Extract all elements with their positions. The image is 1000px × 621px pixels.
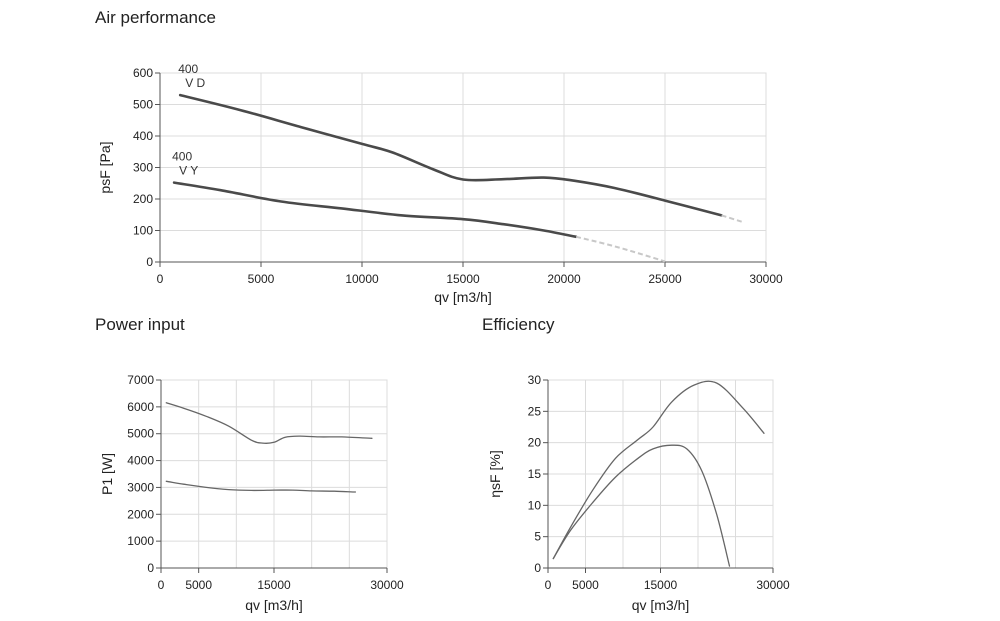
- x-axis-label: qv [m3/h]: [434, 289, 492, 305]
- chart-air: 0 100 200 300 400 500 600 0 5000 10000 15000 20000 2…: [97, 62, 783, 305]
- x-tick-label: 15000: [446, 272, 480, 286]
- y-tick-label: 100: [133, 224, 153, 238]
- x-tick-label: 0: [158, 578, 165, 592]
- y-tick-label: 600: [133, 66, 153, 80]
- x-tick-label: 30000: [370, 578, 404, 592]
- x-tick-label: 5000: [185, 578, 212, 592]
- series-line: [552, 380, 765, 560]
- y-tick-label: 7000: [127, 373, 154, 387]
- x-tick-label: 25000: [648, 272, 682, 286]
- y-tick-label: 25: [528, 404, 542, 418]
- x-tick-label: 15000: [257, 578, 291, 592]
- chart-power: 0 1000 2000 3000 4000 5000 6000 7000 0 5000 15000 3…: [99, 373, 404, 613]
- x-tick-label: 10000: [345, 272, 379, 286]
- y-tick-label: 1000: [127, 534, 154, 548]
- x-tick-label: 5000: [248, 272, 275, 286]
- y-axis-label: P1 [W]: [99, 453, 115, 495]
- y-tick-label: 5000: [127, 427, 154, 441]
- y-tick-label: 4000: [127, 454, 154, 468]
- y-tick-label: 200: [133, 192, 153, 206]
- y-axis-label: ηsF [%]: [487, 450, 503, 497]
- series-extension-dashed: [721, 214, 743, 223]
- x-tick-label: 15000: [644, 578, 678, 592]
- series-line: [165, 480, 357, 493]
- series-extension-dashed: [575, 235, 666, 263]
- x-tick-label: 0: [545, 578, 552, 592]
- efficiency-title: Efficiency: [482, 315, 555, 334]
- chart-eff: 0 5 10 15 20 25 30 0 5000 15000 30000 qv [m3/h] ηsF …: [487, 373, 790, 613]
- power-input-title: Power input: [95, 315, 185, 334]
- x-tick-label: 5000: [572, 578, 599, 592]
- x-axis-label: qv [m3/h]: [245, 597, 303, 613]
- y-tick-label: 3000: [127, 480, 154, 494]
- x-tick-label: 0: [157, 272, 164, 286]
- y-tick-label: 10: [528, 498, 542, 512]
- y-tick-label: 2000: [127, 507, 154, 521]
- y-axis-label: psF [Pa]: [97, 141, 113, 193]
- series-line: [165, 402, 373, 444]
- y-tick-label: 6000: [127, 400, 154, 414]
- air-performance-title: Air performance: [95, 8, 216, 27]
- series-line: [178, 93, 723, 217]
- y-tick-label: 30: [528, 373, 542, 387]
- y-tick-label: 500: [133, 98, 153, 112]
- y-tick-label: 15: [528, 467, 542, 481]
- y-tick-label: 5: [534, 530, 541, 544]
- y-tick-label: 0: [147, 561, 154, 575]
- series-label: V Y: [179, 164, 198, 178]
- y-tick-label: 400: [133, 129, 153, 143]
- x-tick-label: 30000: [749, 272, 783, 286]
- x-axis-label: qv [m3/h]: [632, 597, 690, 613]
- series-line: [552, 444, 731, 567]
- y-tick-label: 20: [528, 436, 542, 450]
- series-label: V D: [185, 76, 205, 90]
- y-tick-label: 300: [133, 161, 153, 175]
- series-label: 400: [172, 150, 192, 164]
- series-label: 400: [178, 62, 198, 76]
- y-tick-label: 0: [534, 561, 541, 575]
- x-tick-label: 20000: [547, 272, 581, 286]
- series-line: [172, 181, 578, 239]
- y-tick-label: 0: [146, 255, 153, 269]
- x-tick-label: 30000: [756, 578, 790, 592]
